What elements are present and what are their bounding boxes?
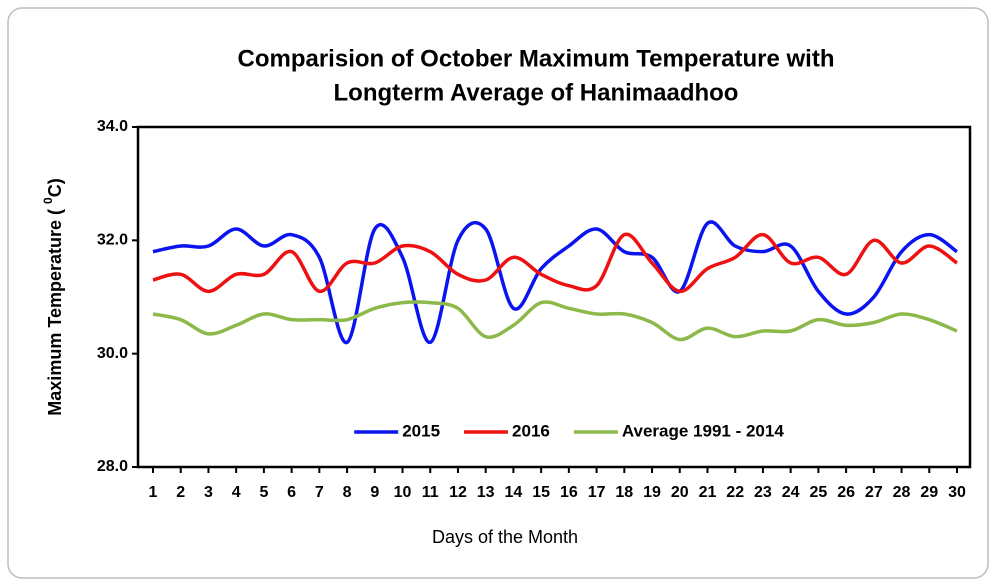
x-tick-label: 18: [615, 484, 633, 501]
x-tick-label: 17: [588, 484, 606, 501]
x-tick-label: 5: [259, 484, 268, 501]
chart-title: Longterm Average of Hanimaadhoo: [334, 79, 739, 106]
legend-label: Average 1991 - 2014: [622, 421, 784, 440]
y-axis-label-unit: C): [45, 178, 65, 197]
x-tick-label: 24: [782, 484, 800, 501]
x-tick-label: 28: [893, 484, 911, 501]
x-tick-label: 30: [948, 484, 966, 501]
y-tick-label: 28.0: [97, 458, 128, 475]
x-tick-label: 26: [837, 484, 855, 501]
x-tick-label: 21: [699, 484, 717, 501]
x-tick-label: 14: [505, 484, 523, 501]
x-tick-label: 1: [149, 484, 158, 501]
x-tick-label: 6: [287, 484, 296, 501]
line-series: [152, 300, 958, 342]
x-tick-label: 29: [920, 484, 938, 501]
x-tick-label: 10: [394, 484, 412, 501]
x-tick-label: 7: [315, 484, 324, 501]
x-tick-label: 27: [865, 484, 883, 501]
y-tick-label: 34.0: [97, 118, 128, 135]
y-axis-label-sup: 0: [41, 197, 55, 204]
y-axis-label: Maximum Temperature ( 0C): [41, 178, 65, 415]
x-tick-label: 20: [671, 484, 689, 501]
x-tick-label: 16: [560, 484, 578, 501]
x-tick-label: 2: [176, 484, 185, 501]
x-tick-label: 11: [422, 484, 439, 501]
y-axis-label-text: Maximum Temperature (: [45, 204, 65, 416]
legend-label: 2016: [512, 421, 550, 440]
x-tick-label: 8: [343, 484, 352, 501]
x-tick-label: 15: [532, 484, 550, 501]
x-tick-label: 23: [754, 484, 772, 501]
line-series: [152, 232, 959, 294]
legend: 2015 2016 Average 1991 - 2014: [354, 421, 784, 440]
plot-area: [136, 125, 972, 469]
x-tick-label: 12: [449, 484, 467, 501]
legend-label: 2015: [402, 421, 440, 440]
x-axis-label: Days of the Month: [432, 527, 578, 547]
x-tick-label: 19: [643, 484, 661, 501]
x-tick-label: 22: [726, 484, 744, 501]
x-tick-label: 3: [204, 484, 213, 501]
x-tick-label: 25: [809, 484, 827, 501]
x-tick-label: 13: [477, 484, 495, 501]
y-tick-label: 30.0: [97, 345, 128, 362]
chart-title: Comparision of October Maximum Temperatu…: [238, 45, 835, 72]
x-tick-label: 9: [370, 484, 379, 501]
x-tick-label: 4: [232, 484, 241, 501]
y-tick-label: 32.0: [97, 232, 128, 249]
